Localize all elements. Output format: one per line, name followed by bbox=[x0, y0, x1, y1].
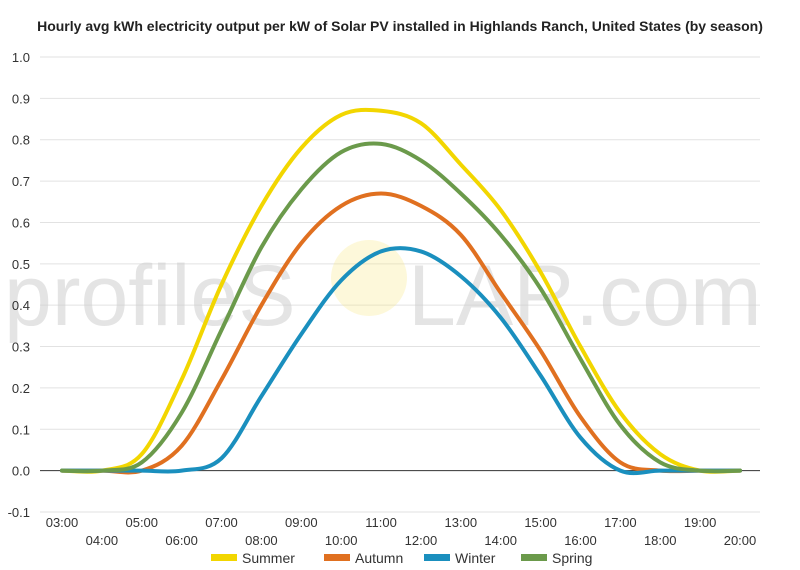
y-tick-label: 1.0 bbox=[12, 50, 30, 65]
series-line-winter bbox=[60, 246, 742, 476]
legend-label: Summer bbox=[242, 550, 295, 566]
series-line-summer bbox=[60, 107, 742, 474]
y-tick-label: 0.8 bbox=[12, 133, 30, 148]
legend-swatch-autumn bbox=[324, 554, 350, 561]
x-tick-label: 12:00 bbox=[405, 533, 438, 548]
legend-label: Spring bbox=[552, 550, 592, 566]
x-tick-label: 16:00 bbox=[564, 533, 597, 548]
x-tick-label: 09:00 bbox=[285, 515, 318, 530]
legend-swatch-winter bbox=[424, 554, 450, 561]
y-tick-label: 0.1 bbox=[12, 422, 30, 437]
y-tick-label: 0.5 bbox=[12, 257, 30, 272]
legend-swatch-summer bbox=[211, 554, 237, 561]
y-axis: -0.1 0.0 0.1 0.2 0.3 0.4 0.5 0.6 0.7 0.8 0.9 1.0 bbox=[8, 50, 30, 520]
x-tick-label: 11:00 bbox=[365, 515, 397, 530]
x-tick-label: 04:00 bbox=[86, 533, 119, 548]
watermark: profileS LAR.com bbox=[4, 240, 762, 344]
x-tick-label: 07:00 bbox=[205, 515, 238, 530]
x-tick-label: 06:00 bbox=[165, 533, 198, 548]
series-lines bbox=[60, 107, 742, 476]
x-tick-label: 19:00 bbox=[684, 515, 717, 530]
y-tick-label: 0.2 bbox=[12, 381, 30, 396]
x-tick-label: 13:00 bbox=[445, 515, 478, 530]
x-axis: 03:00 04:00 05:00 06:00 07:00 08:00 09:00 10:00… bbox=[46, 515, 757, 548]
chart-title: Hourly avg kWh electricity output per kW… bbox=[37, 18, 763, 34]
x-tick-label: 10:00 bbox=[325, 533, 358, 548]
x-tick-label: 08:00 bbox=[245, 533, 278, 548]
legend-swatch-spring bbox=[521, 554, 547, 561]
x-tick-label: 03:00 bbox=[46, 515, 79, 530]
y-tick-label: 0.6 bbox=[12, 215, 30, 230]
legend: Summer Autumn Winter Spring bbox=[211, 550, 592, 566]
x-tick-label: 05:00 bbox=[125, 515, 158, 530]
series-line-autumn bbox=[60, 191, 742, 475]
y-tick-label: 0.3 bbox=[12, 340, 30, 355]
legend-label: Winter bbox=[455, 550, 496, 566]
watermark-sun-icon bbox=[331, 240, 407, 316]
x-tick-label: 18:00 bbox=[644, 533, 677, 548]
gridlines bbox=[40, 56, 760, 513]
y-tick-label: 0.0 bbox=[12, 464, 30, 479]
x-tick-label: 15:00 bbox=[524, 515, 557, 530]
x-tick-label: 20:00 bbox=[724, 533, 757, 548]
legend-label: Autumn bbox=[355, 550, 403, 566]
series-line-spring bbox=[60, 141, 742, 474]
x-tick-label: 14:00 bbox=[484, 533, 517, 548]
y-tick-label: 0.9 bbox=[12, 91, 30, 106]
y-tick-label: 0.4 bbox=[12, 298, 30, 313]
y-tick-label: -0.1 bbox=[8, 505, 30, 520]
x-tick-label: 17:00 bbox=[604, 515, 637, 530]
y-tick-label: 0.7 bbox=[12, 174, 30, 189]
watermark-text-right: LAR.com bbox=[408, 248, 762, 344]
